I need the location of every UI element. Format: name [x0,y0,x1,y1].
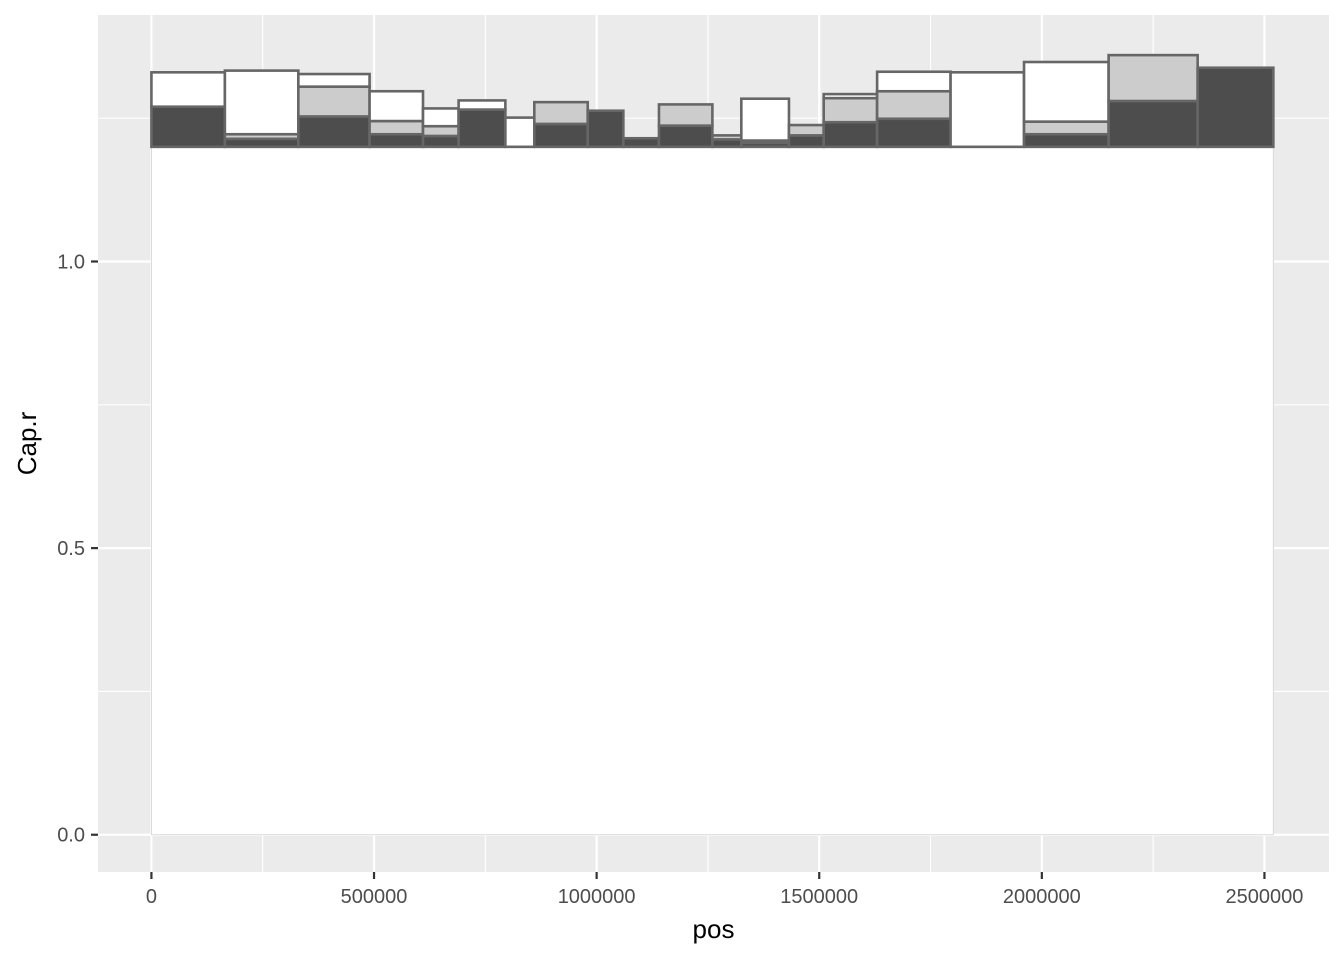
bar-segment [1022,132,1110,149]
bar-segment [822,92,879,100]
bar-segment [368,119,425,136]
bar-segment [150,105,227,149]
bar-segment [421,134,460,149]
bar-segment [533,100,590,126]
y-axis: 0.0 0.5 1.0 [57,251,98,847]
bar-segment [622,136,661,149]
x-axis: 0 500000 1000000 1500000 2000000 2500000 [146,872,1304,908]
bar-segment [297,72,371,88]
bar-segment [368,89,425,123]
bar-segment [875,117,952,149]
y-tick-label: 0.5 [57,538,85,560]
bar-segment [949,71,1026,149]
panel-white-rect [150,146,1274,836]
bar-segment [368,132,425,149]
bar-segment [875,70,952,93]
bar-segment [1022,60,1110,123]
bar-segment [297,115,371,149]
bar-segment [1022,120,1110,136]
bar-segment [586,109,625,149]
bar-segment [787,123,825,137]
bar-segment [1196,66,1275,149]
bar-segment [421,107,460,128]
bar-segment [150,71,227,109]
x-tick-label: 1500000 [780,886,858,908]
y-tick-label: 1.0 [57,251,85,273]
bar-segment [297,85,371,118]
x-tick-label: 2000000 [1003,886,1081,908]
bar-segment [223,69,300,136]
bar-segment [457,99,507,111]
bar-segment [787,134,825,149]
bar-segment [822,96,879,124]
bar-segment [457,108,507,149]
bar-segment [740,97,791,142]
x-tick-label: 0 [146,886,157,908]
x-tick-label: 1000000 [558,886,636,908]
bar-segment [1107,99,1199,149]
x-axis-title: pos [693,914,735,944]
bar-segment [1107,53,1199,103]
bar-segment [421,124,460,138]
bar-segment [657,103,714,127]
x-tick-label: 2500000 [1226,886,1304,908]
bar-segment [822,120,879,149]
bar-segment [875,89,952,121]
y-axis-title: Cap.r [12,411,42,475]
y-tick-label: 0.0 [57,825,85,847]
bar-segment [533,122,590,149]
x-tick-label: 500000 [341,886,408,908]
bar-segment [504,116,536,149]
bars [150,53,1275,149]
bar-segment [657,124,714,149]
bar-segment [711,134,743,141]
